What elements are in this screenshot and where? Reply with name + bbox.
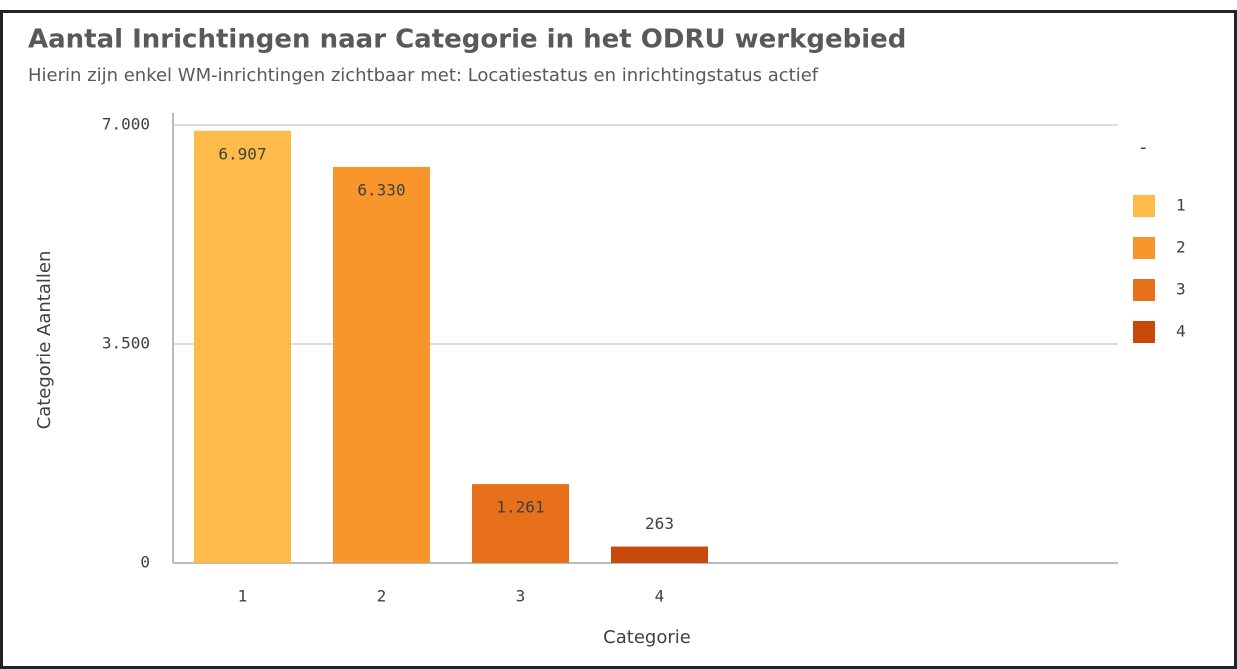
bar: [472, 484, 569, 563]
legend-label: 3: [1176, 280, 1186, 299]
x-tick-label: 2: [377, 587, 387, 606]
bar: [194, 130, 291, 563]
x-axis-title: Categorie: [603, 627, 691, 648]
legend-swatch: [1133, 237, 1155, 259]
bar: [611, 546, 708, 563]
chart-subtitle: Hierin zijn enkel WM-inrichtingen zichtb…: [28, 65, 819, 86]
value-label: 6.330: [357, 180, 405, 199]
value-label: 6.907: [218, 144, 266, 163]
chart-title: Aantal Inrichtingen naar Categorie in he…: [28, 25, 906, 55]
legend-swatch: [1133, 321, 1155, 343]
value-label: 1.261: [496, 498, 544, 517]
legend-title: -: [1140, 137, 1147, 158]
legend-label: 4: [1176, 322, 1186, 341]
value-label: 263: [645, 514, 674, 533]
legend-label: 2: [1176, 238, 1186, 257]
frame: [0, 10, 1237, 669]
bar: [333, 166, 430, 563]
x-tick-label: 3: [516, 587, 526, 606]
y-tick-label: 7.000: [102, 115, 150, 134]
x-tick-label: 1: [238, 587, 248, 606]
legend-swatch: [1133, 279, 1155, 301]
legend-label: 1: [1176, 196, 1186, 215]
legend-swatch: [1133, 195, 1155, 217]
y-tick-label: 0: [140, 553, 150, 572]
y-tick-label: 3.500: [102, 334, 150, 353]
x-tick-label: 4: [655, 587, 665, 606]
y-axis-title: Categorie Aantallen: [34, 251, 55, 430]
